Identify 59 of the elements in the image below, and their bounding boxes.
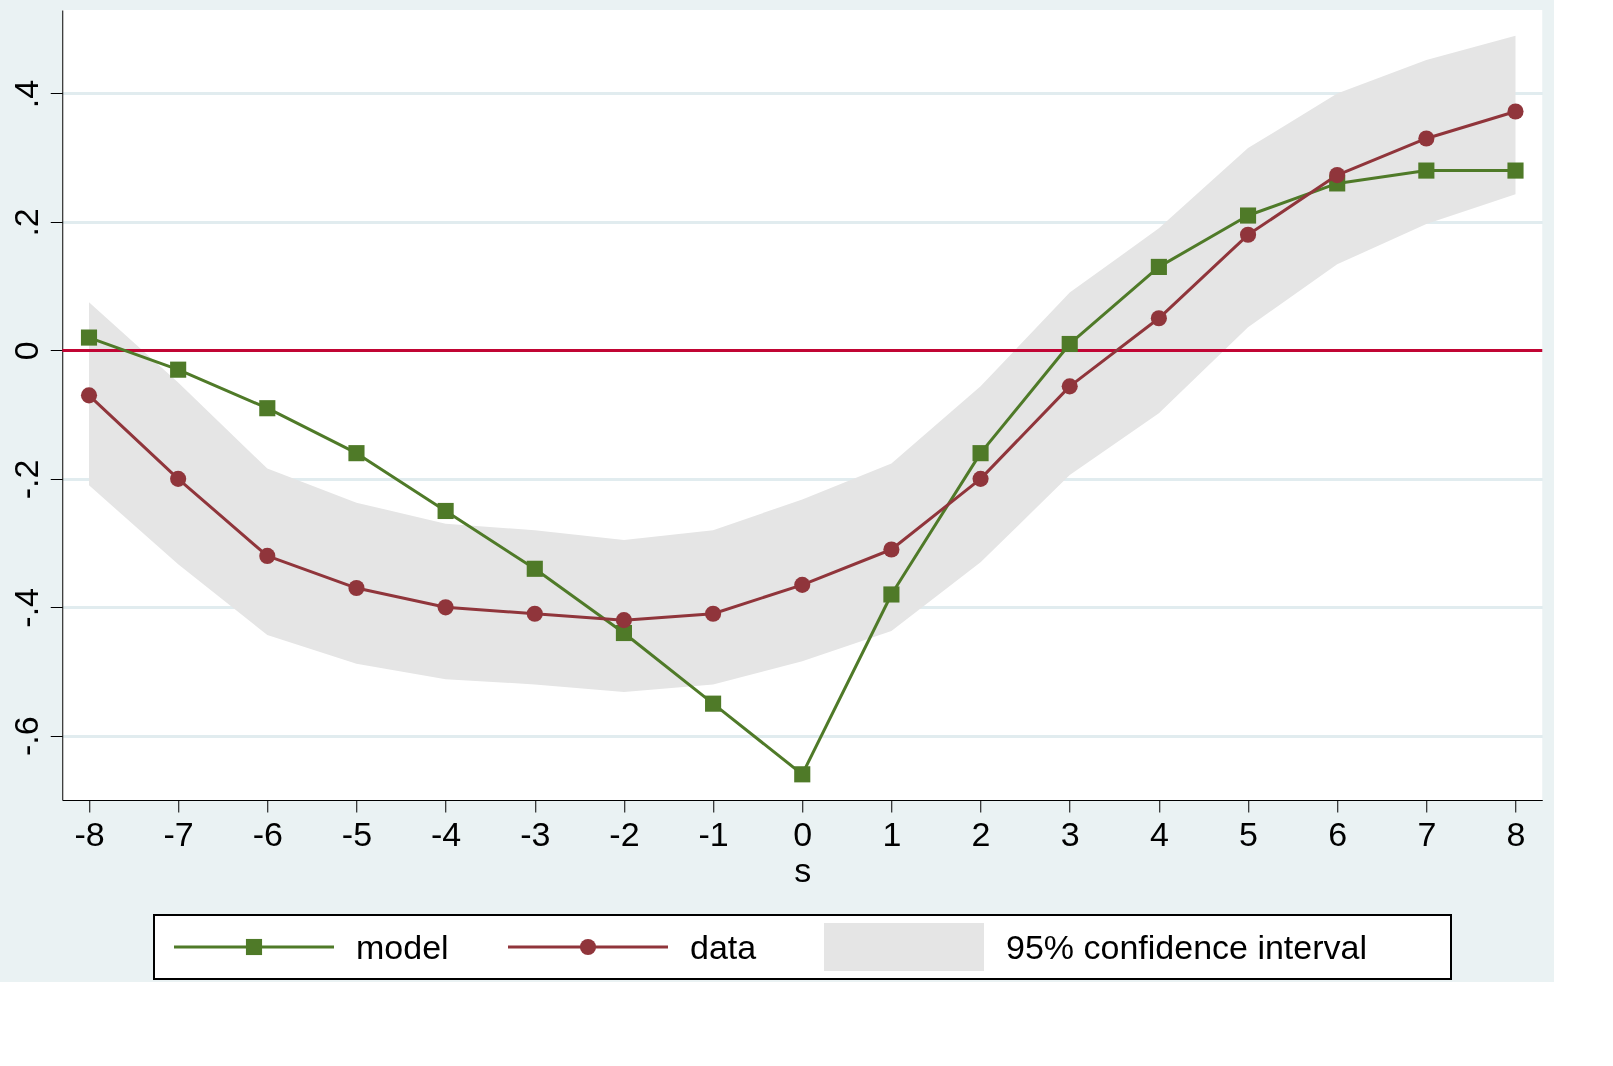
x-axis-title: s (794, 850, 812, 889)
point (526, 605, 543, 622)
legend-label: data (690, 928, 757, 966)
point (259, 400, 276, 417)
point (794, 576, 811, 593)
point (972, 445, 989, 462)
x-tick-label: -4 (431, 814, 462, 853)
x-tick-label: 4 (1149, 814, 1169, 853)
x-tick-label: 1 (882, 814, 902, 853)
point (883, 541, 900, 558)
point (1329, 167, 1346, 184)
point (1239, 207, 1257, 224)
point (705, 605, 722, 622)
point (972, 470, 989, 487)
point (1061, 378, 1078, 395)
legend-label: model (356, 928, 449, 966)
x-tick-label: -5 (341, 814, 373, 853)
point (705, 695, 722, 712)
point (1418, 130, 1435, 147)
point (80, 387, 98, 404)
x-tick-label: 3 (1060, 814, 1080, 853)
point (437, 599, 454, 616)
point (259, 547, 276, 564)
point (1061, 335, 1078, 353)
point (883, 586, 900, 603)
y-tick-label: .4 (6, 79, 45, 109)
y-tick-label: .2 (6, 208, 45, 237)
x-tick-label: -3 (520, 814, 551, 853)
point (1507, 103, 1524, 120)
x-tick-label: 8 (1506, 814, 1526, 853)
x-tick-label: -7 (163, 814, 194, 853)
legend-label: 95% confidence interval (1006, 928, 1368, 966)
point (615, 612, 632, 629)
point (1239, 226, 1257, 243)
y-tick-label: -.2 (6, 459, 45, 500)
point (437, 502, 454, 520)
x-tick-label: -1 (698, 814, 729, 853)
point (1150, 258, 1167, 275)
point (348, 580, 365, 597)
point (794, 766, 811, 783)
point (526, 560, 543, 577)
x-tick-label: -6 (252, 814, 283, 853)
x-tick-label: -2 (609, 814, 640, 853)
y-tick-label: 0 (6, 341, 45, 361)
x-tick-label: 2 (971, 814, 991, 853)
x-tick-label: 6 (1328, 814, 1348, 853)
x-tick-label: -8 (74, 814, 105, 853)
y-tick-label: -.4 (6, 587, 45, 628)
x-tick-label: 0 (793, 814, 813, 853)
point (348, 445, 365, 462)
point (1507, 162, 1524, 179)
point (170, 470, 187, 487)
x-tick-label: 7 (1417, 814, 1437, 853)
point (1418, 162, 1435, 179)
point (80, 329, 98, 346)
point (1150, 310, 1167, 327)
x-tick-label: 5 (1239, 814, 1258, 853)
point (170, 361, 187, 378)
y-tick-label: -.6 (6, 716, 45, 757)
